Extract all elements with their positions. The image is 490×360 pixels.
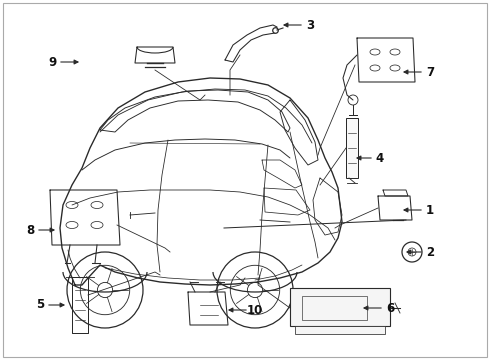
Text: 8: 8 (26, 224, 34, 237)
Text: 4: 4 (376, 152, 384, 165)
Bar (295, 326, 385, 334)
Text: 7: 7 (426, 66, 434, 78)
Text: 9: 9 (48, 55, 56, 68)
Bar (302, 296, 367, 320)
Text: 10: 10 (247, 303, 263, 316)
Bar (346, 118, 358, 178)
Text: 2: 2 (426, 246, 434, 258)
Text: 5: 5 (36, 298, 44, 311)
Bar (290, 288, 390, 326)
Text: 6: 6 (386, 302, 394, 315)
Text: 1: 1 (426, 203, 434, 216)
Text: 3: 3 (306, 18, 314, 32)
